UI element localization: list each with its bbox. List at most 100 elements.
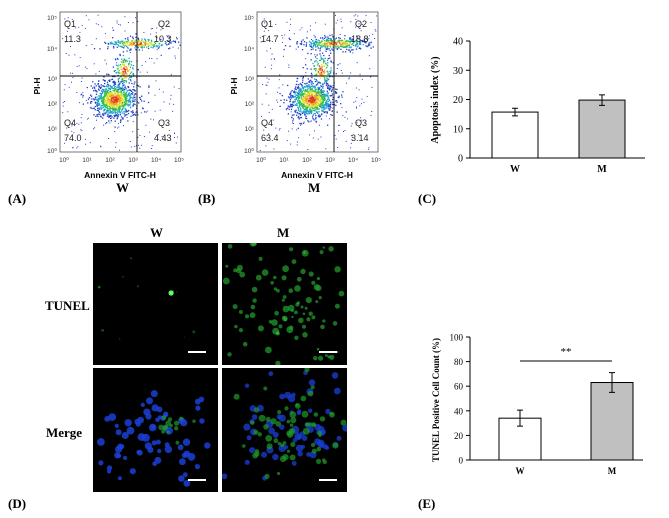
cell <box>161 429 165 434</box>
merge-image-m <box>222 368 347 492</box>
cell <box>281 298 285 302</box>
cell <box>130 257 132 260</box>
cell <box>251 243 257 246</box>
cell <box>336 435 342 441</box>
cell <box>175 440 180 445</box>
column-label-m: M <box>277 225 290 240</box>
cell <box>258 414 266 422</box>
cell <box>318 296 322 300</box>
cell <box>157 448 162 454</box>
cell <box>302 427 310 435</box>
quadrant-q4-name: Q4 <box>261 118 273 128</box>
cell <box>268 427 275 435</box>
cell <box>332 321 338 326</box>
cell <box>150 390 158 398</box>
cell <box>286 419 291 424</box>
bar-m <box>578 99 626 159</box>
column-label-w: W <box>150 225 163 240</box>
cell <box>296 410 302 416</box>
cell <box>311 448 317 454</box>
cell <box>129 468 136 475</box>
cell <box>333 387 341 395</box>
cell <box>244 314 250 319</box>
cell <box>169 423 173 428</box>
error-bar <box>512 107 518 117</box>
cell <box>294 432 302 440</box>
cell <box>286 449 291 453</box>
cell <box>183 479 191 487</box>
x-tick-label: 10⁰ <box>256 156 266 164</box>
x-tick-label: 10⁰ <box>59 156 69 164</box>
cell <box>108 413 117 421</box>
cell <box>164 445 173 454</box>
row-label-merge: Merge <box>46 425 83 440</box>
cell <box>151 404 159 412</box>
event-dots <box>62 14 181 151</box>
cell <box>276 414 282 420</box>
cell <box>307 390 314 397</box>
cell <box>121 432 129 439</box>
y-axis-ticks: 10⁵ 10⁴ 10³ 10² 10¹ 10⁰ <box>47 15 58 155</box>
y-axis-ticks: 10⁵ 10⁴ 10³ 10² 10¹ 10⁰ <box>244 15 255 155</box>
cell <box>279 424 285 430</box>
cell <box>155 417 160 423</box>
cell <box>301 444 305 449</box>
cell <box>277 441 282 446</box>
cell <box>273 275 277 280</box>
cell <box>329 411 335 418</box>
cell <box>273 438 279 444</box>
quadrant-q4-value: 63.4 <box>261 133 279 143</box>
cell <box>124 419 132 427</box>
cell <box>115 445 122 453</box>
y-axis-label: PI-H <box>32 78 42 95</box>
cell <box>136 449 143 456</box>
cell <box>308 311 313 316</box>
cell <box>140 402 145 407</box>
cell <box>322 319 326 323</box>
cell <box>151 424 156 430</box>
cell <box>198 396 205 403</box>
cell <box>265 416 271 422</box>
cell <box>225 264 229 268</box>
cell <box>152 461 158 467</box>
cell <box>282 265 289 273</box>
cell <box>308 408 313 413</box>
quadrant-q3-value: 4.43 <box>154 133 172 143</box>
cell <box>308 379 316 386</box>
cell <box>316 348 320 351</box>
significance-marker: ** <box>561 346 572 358</box>
cell <box>294 310 298 315</box>
cell <box>233 393 240 400</box>
cell <box>318 433 322 438</box>
y-tick-label: 10³ <box>48 76 58 83</box>
tunel-image-w <box>93 243 218 365</box>
quadrant-q4-name: Q4 <box>64 118 76 128</box>
panel-label-c: (C) <box>418 191 437 206</box>
cell <box>290 442 296 447</box>
cell <box>308 422 313 427</box>
y-tick-label: 10¹ <box>48 126 58 133</box>
cell <box>222 473 228 480</box>
cell <box>278 444 286 452</box>
cell <box>101 329 104 332</box>
cell <box>288 288 294 293</box>
x-tick-label: W <box>516 466 525 476</box>
cell <box>295 403 299 407</box>
cell <box>192 419 196 423</box>
cell <box>251 286 258 293</box>
cell <box>270 418 277 425</box>
x-axis-label: Annexin V FITC-H <box>84 170 156 180</box>
panel-label-e: (E) <box>418 496 436 511</box>
y-tick-label: 20 <box>454 431 464 441</box>
y-tick-label: 100 <box>450 333 464 343</box>
cell <box>334 303 340 309</box>
cell <box>167 417 173 422</box>
x-tick-label: 10³ <box>325 157 335 164</box>
cell <box>251 414 258 420</box>
bar-w <box>491 111 539 159</box>
cell <box>272 431 279 438</box>
y-tick-label: 20 <box>453 95 463 106</box>
flow-cytometry-plot-w: Q1 11.3 Q2 10.3 Q4 74.0 Q3 4.43 10⁵10⁴10… <box>32 11 184 180</box>
cell <box>310 385 315 390</box>
quadrant-q1-name: Q1 <box>261 19 273 29</box>
